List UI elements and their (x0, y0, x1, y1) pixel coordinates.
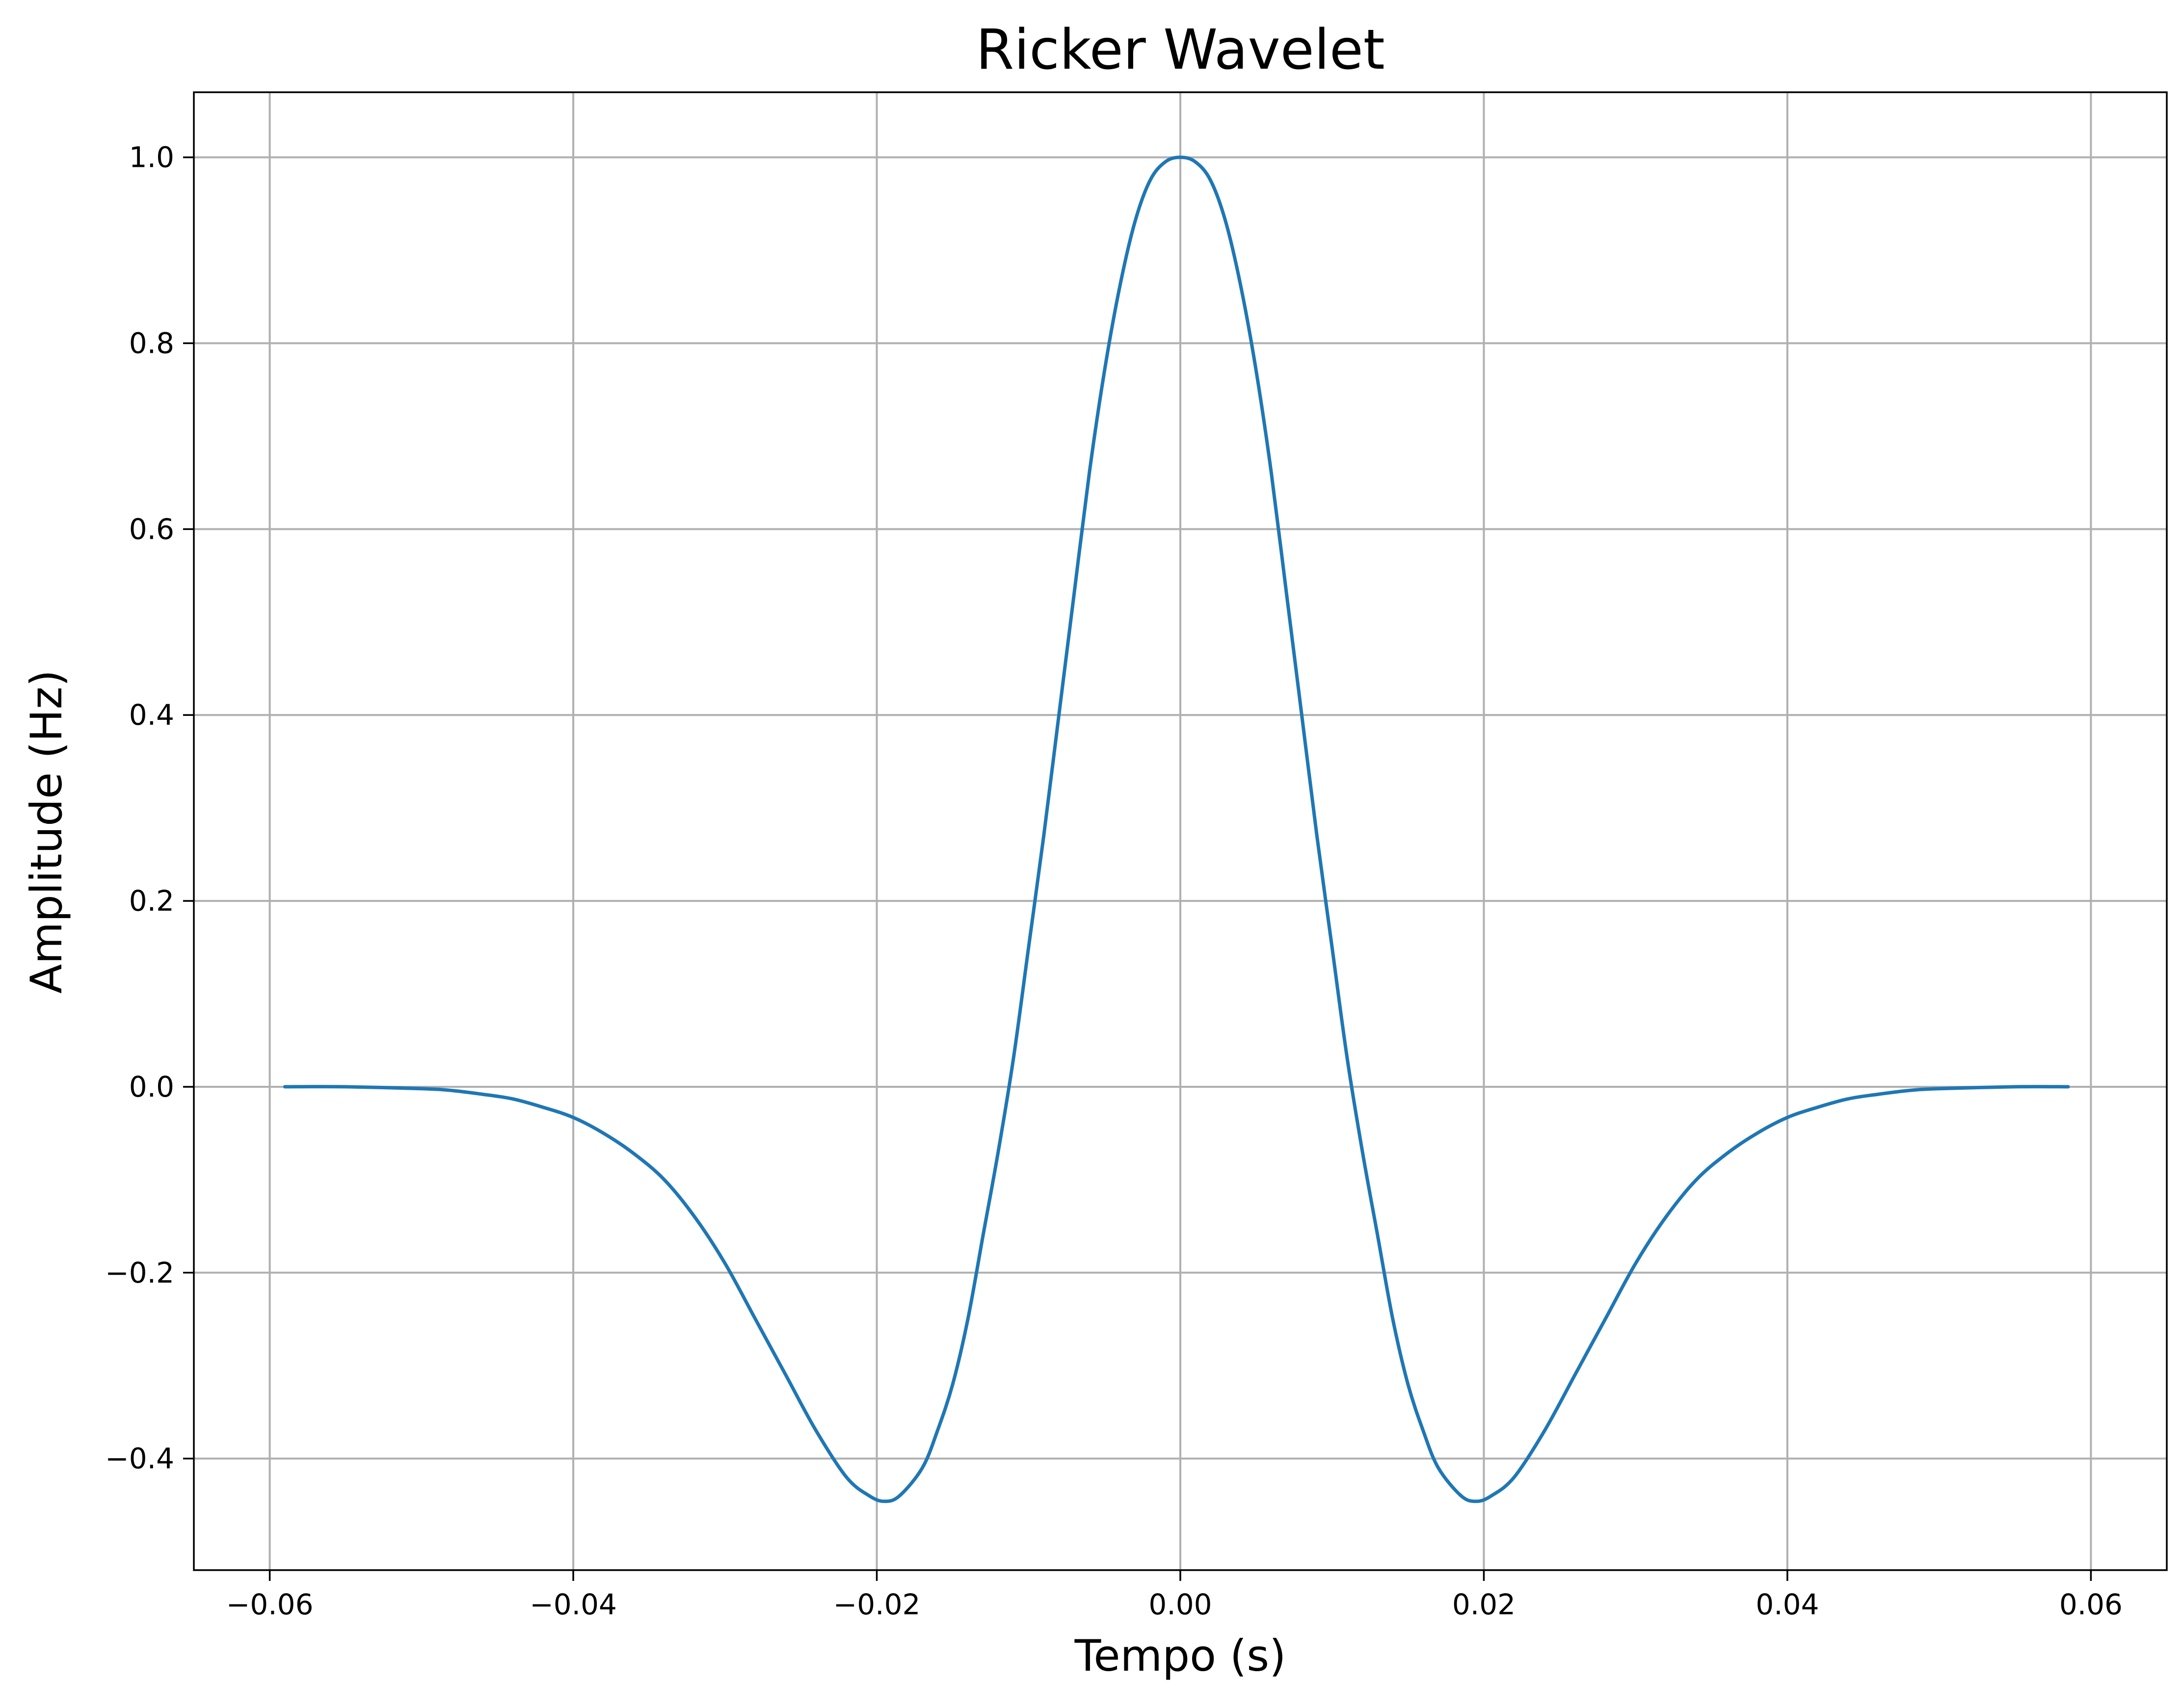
y-tick-label: −0.2 (105, 1256, 174, 1289)
x-tick-label: −0.02 (833, 1588, 921, 1621)
grid (194, 92, 2167, 1570)
x-tick-label: 0.06 (2059, 1588, 2123, 1621)
y-axis-ticks: −0.4 −0.2 0.0 0.2 0.4 0.6 0.8 1.0 (105, 141, 194, 1475)
y-axis-label: Amplitude (Hz) (21, 670, 72, 994)
y-tick-label: 0.4 (129, 698, 174, 732)
x-axis-ticks: −0.06 −0.04 −0.02 0.00 0.02 0.04 0.06 (226, 1570, 2123, 1621)
y-tick-label: 0.0 (129, 1070, 174, 1104)
y-tick-label: 1.0 (129, 141, 174, 174)
chart-title: Ricker Wavelet (976, 18, 1384, 82)
y-tick-label: −0.4 (105, 1442, 174, 1475)
x-tick-label: 0.04 (1756, 1588, 1819, 1621)
y-tick-label: 0.6 (129, 512, 174, 546)
x-tick-label: 0.00 (1148, 1588, 1212, 1621)
y-tick-label: 0.8 (129, 326, 174, 360)
x-tick-label: 0.02 (1452, 1588, 1516, 1621)
x-tick-label: −0.06 (226, 1588, 314, 1621)
x-axis-label: Tempo (s) (1074, 1630, 1286, 1681)
ricker-wavelet-line (283, 156, 2070, 1503)
x-tick-label: −0.04 (530, 1588, 617, 1621)
series-group (283, 156, 2070, 1503)
y-tick-label: 0.2 (129, 884, 174, 918)
